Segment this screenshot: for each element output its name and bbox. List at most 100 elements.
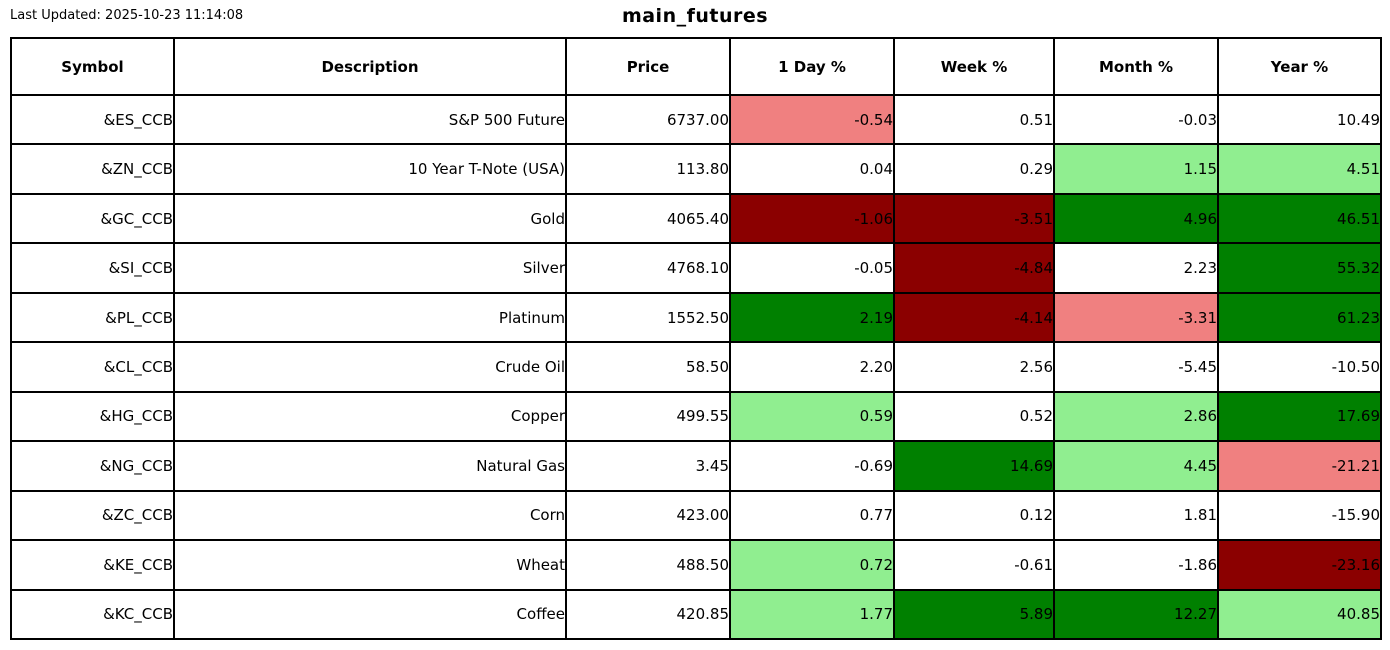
cell-year-pct: -23.16 [1217,539,1382,591]
cell-description: Platinum [173,291,567,344]
cell-price: 488.50 [565,539,731,591]
cell-month-pct: 2.23 [1053,242,1219,294]
column-header-description: Description [173,37,567,96]
cell-year-pct: 46.51 [1217,192,1382,245]
cell-symbol: &CL_CCB [10,341,175,393]
cell-description: Wheat [173,539,567,591]
cell-price: 420.85 [565,588,731,641]
cell-week-pct: 0.29 [893,143,1055,195]
table-row: &SI_CCB Silver 4768.10 -0.05 -4.84 2.23 … [10,242,1382,294]
cell-month-pct: 1.81 [1053,489,1219,542]
cell-day-pct: -0.54 [729,93,895,146]
cell-description: Copper [173,390,567,443]
cell-symbol: &GC_CCB [10,192,175,245]
last-updated-timestamp: Last Updated: 2025-10-23 11:14:08 [10,8,244,23]
cell-week-pct: 0.52 [893,390,1055,443]
cell-price: 58.50 [565,341,731,393]
cell-week-pct: 0.12 [893,489,1055,542]
column-header-symbol: Symbol [10,37,175,96]
cell-day-pct: 2.19 [729,291,895,344]
cell-month-pct: 4.45 [1053,440,1219,492]
cell-description: 10 Year T-Note (USA) [173,143,567,195]
cell-price: 1552.50 [565,291,731,344]
table-row: &ZN_CCB 10 Year T-Note (USA) 113.80 0.04… [10,143,1382,195]
cell-year-pct: 55.32 [1217,242,1382,294]
cell-year-pct: -10.50 [1217,341,1382,393]
cell-week-pct: 14.69 [893,440,1055,492]
cell-month-pct: 2.86 [1053,390,1219,443]
cell-symbol: &PL_CCB [10,291,175,344]
cell-day-pct: 0.77 [729,489,895,542]
cell-day-pct: -0.69 [729,440,895,492]
cell-price: 423.00 [565,489,731,542]
cell-description: Natural Gas [173,440,567,492]
cell-symbol: &NG_CCB [10,440,175,492]
cell-year-pct: 17.69 [1217,390,1382,443]
table-header: Symbol Description Price 1 Day % Week % … [10,37,1382,96]
cell-month-pct: 1.15 [1053,143,1219,195]
header-row: Symbol Description Price 1 Day % Week % … [10,37,1382,96]
cell-symbol: &ES_CCB [10,93,175,146]
cell-year-pct: 40.85 [1217,588,1382,641]
cell-year-pct: 4.51 [1217,143,1382,195]
cell-week-pct: 2.56 [893,341,1055,393]
cell-price: 499.55 [565,390,731,443]
cell-description: Coffee [173,588,567,641]
table-row: &CL_CCB Crude Oil 58.50 2.20 2.56 -5.45 … [10,341,1382,393]
cell-month-pct: 4.96 [1053,192,1219,245]
cell-year-pct: -21.21 [1217,440,1382,492]
cell-day-pct: 0.72 [729,539,895,591]
cell-month-pct: -5.45 [1053,341,1219,393]
table-row: &KC_CCB Coffee 420.85 1.77 5.89 12.27 40… [10,588,1382,641]
cell-price: 113.80 [565,143,731,195]
cell-day-pct: 2.20 [729,341,895,393]
column-header-year-pct: Year % [1217,37,1382,96]
table-row: &NG_CCB Natural Gas 3.45 -0.69 14.69 4.4… [10,440,1382,492]
cell-week-pct: -4.14 [893,291,1055,344]
cell-symbol: &KC_CCB [10,588,175,641]
cell-month-pct: -0.03 [1053,93,1219,146]
table-row: &HG_CCB Copper 499.55 0.59 0.52 2.86 17.… [10,390,1382,443]
cell-day-pct: -0.05 [729,242,895,294]
cell-price: 6737.00 [565,93,731,146]
cell-price: 4768.10 [565,242,731,294]
cell-symbol: &SI_CCB [10,242,175,294]
table-row: &PL_CCB Platinum 1552.50 2.19 -4.14 -3.3… [10,291,1382,344]
page-title: main_futures [621,5,769,27]
cell-day-pct: 0.04 [729,143,895,195]
table-row: &KE_CCB Wheat 488.50 0.72 -0.61 -1.86 -2… [10,539,1382,591]
cell-month-pct: -3.31 [1053,291,1219,344]
cell-week-pct: -3.51 [893,192,1055,245]
table-row: &ZC_CCB Corn 423.00 0.77 0.12 1.81 -15.9… [10,489,1382,542]
column-header-month-pct: Month % [1053,37,1219,96]
cell-week-pct: -0.61 [893,539,1055,591]
cell-description: Silver [173,242,567,294]
cell-month-pct: 12.27 [1053,588,1219,641]
cell-description: Crude Oil [173,341,567,393]
cell-price: 3.45 [565,440,731,492]
cell-day-pct: -1.06 [729,192,895,245]
column-header-day-pct: 1 Day % [729,37,895,96]
cell-week-pct: 0.51 [893,93,1055,146]
cell-symbol: &ZC_CCB [10,489,175,542]
table-row: &ES_CCB S&P 500 Future 6737.00 -0.54 0.5… [10,93,1382,146]
cell-symbol: &HG_CCB [10,390,175,443]
cell-description: Corn [173,489,567,542]
cell-week-pct: -4.84 [893,242,1055,294]
cell-price: 4065.40 [565,192,731,245]
cell-year-pct: -15.90 [1217,489,1382,542]
cell-symbol: &ZN_CCB [10,143,175,195]
cell-day-pct: 1.77 [729,588,895,641]
cell-day-pct: 0.59 [729,390,895,443]
cell-symbol: &KE_CCB [10,539,175,591]
column-header-week-pct: Week % [893,37,1055,96]
futures-table: Symbol Description Price 1 Day % Week % … [10,37,1382,641]
cell-description: Gold [173,192,567,245]
cell-year-pct: 10.49 [1217,93,1382,146]
cell-month-pct: -1.86 [1053,539,1219,591]
cell-description: S&P 500 Future [173,93,567,146]
table-row: &GC_CCB Gold 4065.40 -1.06 -3.51 4.96 46… [10,192,1382,245]
cell-year-pct: 61.23 [1217,291,1382,344]
cell-week-pct: 5.89 [893,588,1055,641]
